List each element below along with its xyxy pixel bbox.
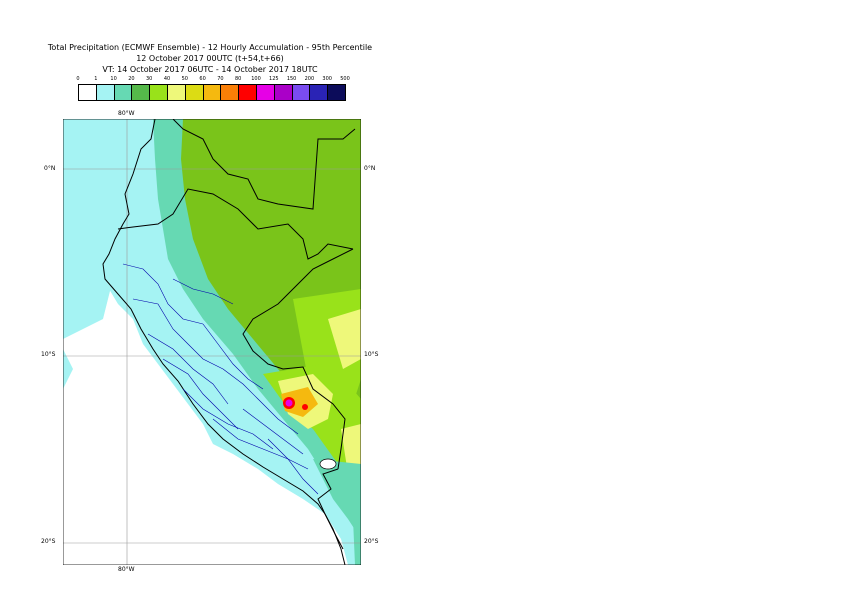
- legend-level-label: 70: [217, 76, 224, 82]
- legend-color-box: [256, 84, 275, 101]
- legend-level-label: 150: [286, 76, 297, 82]
- legend-level-label: 500: [340, 76, 350, 82]
- lat-label-20-left: 20°S: [41, 538, 56, 545]
- legend-level-label: 100: [251, 76, 261, 82]
- coastline: [102, 119, 346, 565]
- legend-color-box: [78, 84, 97, 101]
- legend-level-label: 20: [128, 76, 135, 82]
- legend-level-label: 10: [110, 76, 117, 82]
- lat-label-0-left: 0°N: [44, 165, 56, 172]
- lon-label-top: 80°W: [118, 110, 135, 117]
- lat-label-20-right: 20°S: [364, 538, 379, 545]
- land-yellow-southeast: [341, 424, 361, 474]
- land-yellow-east: [328, 309, 361, 369]
- legend-level-label: 125: [269, 76, 279, 82]
- legend-color-box: [273, 84, 293, 101]
- legend-level-label: 30: [146, 76, 153, 82]
- legend-level-label: 50: [181, 76, 188, 82]
- legend-level-label: 80: [235, 76, 242, 82]
- precipitation-map: [63, 119, 361, 565]
- legend-color-box: [149, 84, 168, 101]
- legend-color-box: [113, 84, 133, 101]
- legend-color-box: [167, 84, 186, 101]
- legend-level-label: 1: [94, 76, 98, 82]
- lake-titicaca: [319, 458, 337, 470]
- legend-color-box: [131, 84, 151, 101]
- title-line-3: VT: 14 October 2017 06UTC - 14 October 2…: [102, 65, 318, 74]
- legend-color-box: [238, 84, 257, 101]
- country-border-brazil-peru: [242, 248, 354, 470]
- legend-level-label: 200: [304, 76, 315, 82]
- legend-color-box: [327, 84, 346, 101]
- lon-label-bottom: 80°W: [118, 566, 135, 573]
- legend-color-box: [184, 84, 204, 101]
- title-line-1: Total Precipitation (ECMWF Ensemble) - 1…: [47, 43, 373, 52]
- legend-color-box: [291, 84, 311, 101]
- legend-color-box: [202, 84, 222, 101]
- legend-color-box: [95, 84, 115, 101]
- legend-color-box: [220, 84, 240, 101]
- lat-label-10-right: 10°S: [364, 351, 379, 358]
- title-line-2: 12 October 2017 00UTC (t+54,t+66): [136, 54, 284, 63]
- country-border-bolivia: [317, 468, 344, 550]
- country-border-ecuador-peru: [117, 188, 354, 260]
- legend-level-label: 300: [322, 76, 332, 82]
- precip-max-magenta: [285, 399, 293, 407]
- legend-level-label: 40: [163, 76, 171, 82]
- legend-level-label: 60: [199, 76, 206, 82]
- lat-label-0-right: 0°N: [364, 165, 376, 172]
- graticule: [63, 119, 361, 565]
- lat-label-10-left: 10°S: [41, 351, 56, 358]
- precip-max-red-2: [302, 404, 308, 410]
- land-orange-core: [281, 387, 318, 417]
- province-borders: [122, 263, 319, 495]
- land-teal-south: [313, 459, 361, 539]
- ocean-precip-strip: [63, 349, 73, 389]
- legend-color-box: [309, 84, 329, 101]
- legend-level-label: 0: [76, 76, 80, 82]
- country-border-colombia: [172, 119, 356, 210]
